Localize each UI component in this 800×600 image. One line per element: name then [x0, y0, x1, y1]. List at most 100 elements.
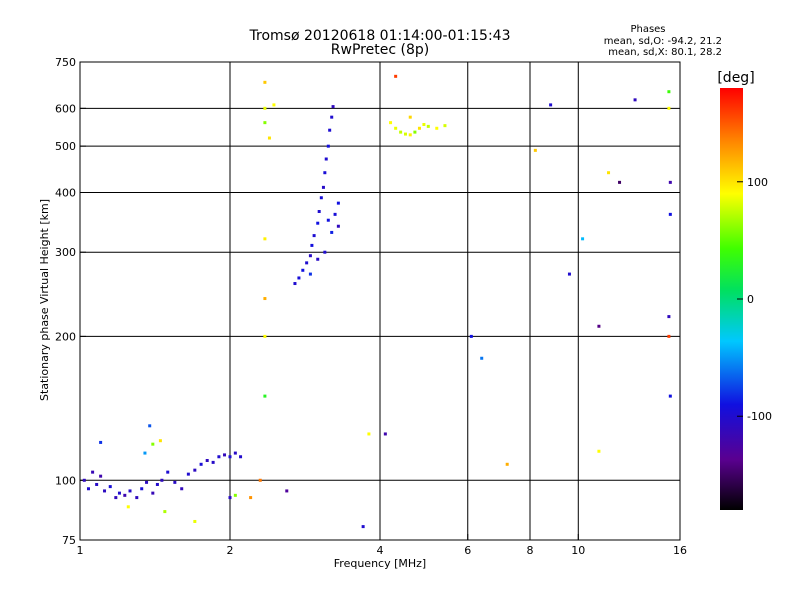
data-point [233, 493, 237, 497]
data-point [668, 212, 672, 216]
data-point [267, 136, 271, 140]
data-point [263, 106, 267, 110]
data-point [263, 297, 267, 301]
data-point [319, 196, 323, 200]
y-tick-label: 100 [55, 474, 76, 487]
data-point [135, 496, 139, 500]
data-point [389, 121, 393, 125]
data-point [333, 212, 337, 216]
x-tick-label: 10 [571, 544, 585, 557]
data-point [145, 480, 149, 484]
data-point [435, 126, 439, 130]
data-point [408, 133, 412, 137]
data-point [326, 144, 330, 148]
data-point [263, 237, 267, 241]
data-point [148, 424, 152, 428]
x-tick-label: 8 [527, 544, 534, 557]
data-point [301, 268, 305, 272]
data-point [239, 455, 243, 459]
data-point [394, 74, 398, 78]
data-point [533, 148, 537, 152]
data-point [108, 485, 112, 489]
y-tick-label: 300 [55, 246, 76, 259]
data-point [361, 525, 365, 529]
data-point [316, 257, 320, 261]
data-point [217, 455, 221, 459]
data-point [205, 458, 209, 462]
data-point [99, 474, 103, 478]
data-point [443, 124, 447, 128]
data-point [249, 496, 253, 500]
data-point [312, 234, 316, 238]
data-point [158, 439, 162, 443]
data-point [399, 130, 403, 134]
data-point [426, 124, 430, 128]
data-point [151, 442, 155, 446]
data-point [668, 180, 672, 184]
data-point [305, 261, 309, 265]
data-point [114, 496, 118, 500]
data-point [143, 451, 147, 455]
data-point [211, 460, 215, 464]
data-point [258, 478, 262, 482]
colorbar-tick-label: 0 [747, 293, 754, 306]
x-tick-label: 4 [377, 544, 384, 557]
data-point [186, 472, 190, 476]
data-point [316, 221, 320, 225]
data-point [667, 90, 671, 94]
data-point [581, 237, 585, 241]
data-point [618, 180, 622, 184]
data-point [117, 491, 121, 495]
data-point [160, 478, 164, 482]
data-point [331, 105, 335, 109]
data-point [330, 230, 334, 234]
data-point [667, 334, 671, 338]
chart-subtitle: RwPretec (8p) [331, 42, 429, 58]
data-point [317, 210, 321, 214]
data-point [597, 449, 601, 453]
data-point [199, 462, 203, 466]
data-point [383, 432, 387, 436]
data-point [103, 489, 107, 493]
data-point [413, 130, 417, 134]
data-point [173, 480, 177, 484]
data-point [469, 334, 473, 338]
data-point [272, 103, 276, 107]
data-point [394, 126, 398, 130]
legend-line-x: mean, sd,X: 80.1, 28.2 [608, 47, 722, 58]
data-point [193, 519, 197, 523]
data-point [82, 478, 86, 482]
data-point [99, 440, 103, 444]
x-tick-label: 16 [673, 544, 687, 557]
data-point [321, 185, 325, 189]
data-point [597, 324, 601, 328]
colorbar-tick-label: -100 [747, 410, 772, 423]
x-tick-label: 2 [227, 544, 234, 557]
data-point [328, 128, 332, 132]
data-point [140, 487, 144, 491]
data-point [308, 254, 312, 258]
y-tick-label: 750 [55, 56, 76, 69]
legend-title: Phases [630, 24, 665, 35]
legend-line-o: mean, sd,O: -94.2, 21.2 [604, 36, 722, 47]
data-point [567, 272, 571, 276]
data-point [336, 201, 340, 205]
y-tick-label: 600 [55, 102, 76, 115]
colorbar-ticks: 100 0 -100 [737, 176, 772, 423]
data-point [323, 171, 327, 175]
data-point [293, 282, 297, 286]
data-point [263, 394, 267, 398]
data-point [417, 126, 421, 130]
data-point [151, 491, 155, 495]
y-tick-label: 500 [55, 140, 76, 153]
data-point [308, 272, 312, 276]
data-point [549, 103, 553, 107]
colorbar-label: [deg] [717, 70, 754, 86]
data-point [336, 224, 340, 228]
data-point [91, 470, 95, 474]
data-point [408, 115, 412, 119]
data-point [180, 487, 184, 491]
data-point [323, 250, 327, 254]
data-point [155, 482, 159, 486]
